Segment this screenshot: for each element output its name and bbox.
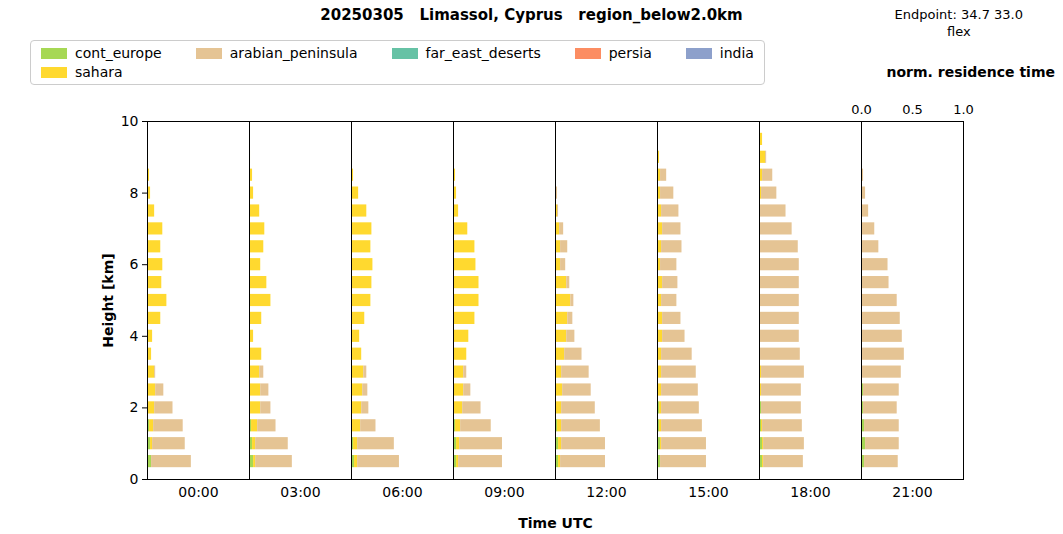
html-text:persia: persia (608, 45, 652, 61)
svg-text:03:00: 03:00 (280, 484, 320, 500)
svg-text:18:00: 18:00 (790, 484, 830, 500)
svg-text:0: 0 (130, 471, 139, 487)
svg-text:06:00: 06:00 (382, 484, 422, 500)
html-text:india: india (719, 45, 754, 61)
svg-text:09:00: 09:00 (484, 484, 524, 500)
svg-text:15:00: 15:00 (688, 484, 728, 500)
svg-text:1.0: 1.0 (953, 102, 974, 117)
svg-text:Time UTC: Time UTC (518, 515, 593, 531)
html-text:Endpoint: 34.7 33.0: Endpoint: 34.7 33.0 (894, 7, 1023, 22)
svg-text:8: 8 (130, 185, 139, 201)
html-text:20250305 Limassol, Cyprus regi: 20250305 Limassol, Cyprus region_below2.… (320, 6, 743, 24)
svg-text:4: 4 (130, 328, 139, 344)
html-text:flex: flex (947, 24, 971, 39)
svg-text:12:00: 12:00 (586, 484, 626, 500)
svg-text:0.0: 0.0 (851, 102, 872, 117)
html-text:norm. residence time: norm. residence time (886, 64, 1055, 80)
svg-text:0.5: 0.5 (902, 102, 923, 117)
html-text:arabian_peninsula: arabian_peninsula (229, 45, 358, 61)
svg-text:10: 10 (121, 113, 139, 129)
html-text:cont_europe: cont_europe (75, 45, 162, 61)
svg-text:6: 6 (130, 256, 139, 272)
svg-text:Height [km]: Height [km] (100, 253, 116, 347)
svg-text:2: 2 (130, 399, 139, 415)
svg-text:21:00: 21:00 (892, 484, 932, 500)
html-text:sahara: sahara (75, 64, 123, 80)
html-text:far_east_deserts: far_east_deserts (425, 45, 541, 61)
svg-text:00:00: 00:00 (178, 484, 218, 500)
